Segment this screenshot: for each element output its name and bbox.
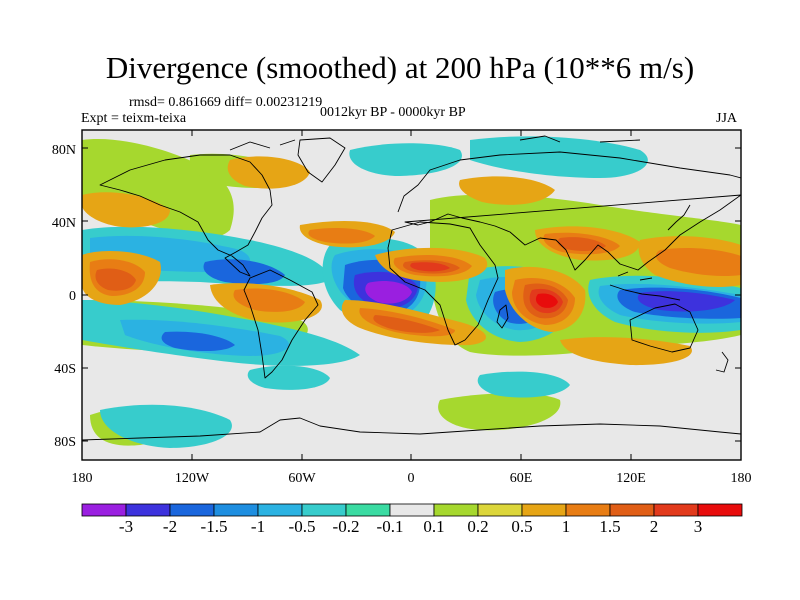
y-tick-label: 80N — [52, 143, 76, 158]
colorbar-swatch — [301, 503, 347, 517]
map-title: Divergence (smoothed) at 200 hPa (10**6 … — [105, 50, 695, 85]
divergence-field — [82, 130, 741, 460]
colorbar-swatch — [653, 503, 699, 517]
colorbar-swatch — [477, 503, 523, 517]
coastlines — [82, 135, 741, 441]
field-patch — [203, 259, 285, 285]
field-patch — [557, 237, 606, 251]
colorbar-label: 0.2 — [467, 517, 488, 536]
field-patch — [233, 288, 305, 312]
field-patch — [535, 293, 558, 308]
x-tick-label: 60W — [288, 471, 316, 486]
colorbar-swatch — [565, 503, 611, 517]
field-patch — [95, 268, 136, 291]
coastline-north-america — [99, 154, 273, 277]
colorbar-label: -0.2 — [333, 517, 360, 536]
colorbar-label: -2 — [163, 517, 177, 536]
colorbar-swatch — [345, 503, 391, 517]
colorbar-swatch — [609, 503, 655, 517]
x-tick-label: 120E — [616, 471, 646, 486]
x-axis-tick-labels: 180 120W 60W 0 60E 120E 180 — [72, 471, 752, 486]
time-period-label: 0012kyr BP - 0000kyr BP — [320, 105, 466, 120]
axis-ticks — [81, 130, 742, 460]
colorbar — [81, 503, 743, 517]
field-patch — [438, 393, 561, 431]
rmsd-diff-stats: rmsd= 0.861669 diff= 0.00231219 — [129, 95, 323, 110]
colorbar-label: -1 — [251, 517, 265, 536]
y-tick-label: 40S — [54, 362, 76, 377]
coastline-africa — [387, 221, 499, 346]
coastline-indonesia — [609, 271, 681, 301]
y-tick-label: 40N — [52, 216, 76, 231]
x-tick-label: 0 — [408, 471, 415, 486]
field-patch — [100, 404, 232, 448]
colorbar-swatch — [521, 503, 567, 517]
field-patch — [82, 192, 170, 228]
x-tick-label: 180 — [72, 471, 93, 486]
field-patch — [410, 262, 450, 272]
field-patch — [349, 143, 462, 176]
colorbar-swatch — [81, 503, 127, 517]
field-patch — [227, 156, 310, 189]
field-patch — [655, 247, 741, 277]
colorbar-label: -3 — [119, 517, 133, 536]
colorbar-swatch — [257, 503, 303, 517]
coastline-antarctica — [82, 417, 741, 441]
coastline-new-zealand — [715, 351, 729, 373]
colorbar-label: -1.5 — [201, 517, 228, 536]
colorbar-swatch — [389, 503, 435, 517]
colorbar-label: -0.5 — [289, 517, 316, 536]
colorbar-labels: -3 -2 -1.5 -1 -0.5 -0.2 -0.1 0.1 0.2 0.5… — [119, 517, 702, 536]
colorbar-label: 3 — [694, 517, 703, 536]
coastline-japan — [667, 204, 691, 231]
field-patch — [365, 281, 412, 304]
x-tick-label: 180 — [731, 471, 752, 486]
field-patch — [459, 176, 555, 205]
colorbar-label: -0.1 — [377, 517, 404, 536]
coastline-south-america — [243, 269, 319, 379]
field-patch — [247, 365, 330, 390]
season-label: JJA — [716, 111, 738, 126]
field-patch — [308, 228, 375, 244]
colorbar-swatch — [169, 503, 215, 517]
field-patch — [161, 331, 235, 352]
coastline-madagascar — [496, 304, 509, 329]
colorbar-label: 0.5 — [511, 517, 532, 536]
y-tick-label: 0 — [69, 289, 76, 304]
colorbar-label: 2 — [650, 517, 659, 536]
colorbar-swatch — [697, 503, 743, 517]
x-tick-label: 60E — [510, 471, 533, 486]
colorbar-swatch — [125, 503, 171, 517]
field-patch — [560, 337, 692, 366]
colorbar-swatch — [213, 503, 259, 517]
coastline-australia — [629, 303, 699, 353]
coastline-greenland — [297, 137, 346, 183]
field-patch — [470, 136, 648, 178]
x-tick-label: 120W — [175, 471, 210, 486]
colorbar-swatch — [433, 503, 479, 517]
colorbar-label: 1.5 — [599, 517, 620, 536]
coastline-europe-asia — [397, 151, 741, 271]
y-tick-label: 80S — [54, 435, 76, 450]
experiment-label: Expt = teixm-teixa — [81, 111, 187, 126]
colorbar-label: 1 — [562, 517, 571, 536]
coastline-arctic-islands — [229, 135, 641, 151]
field-patch — [373, 315, 440, 333]
colorbar-label: 0.1 — [423, 517, 444, 536]
field-patch — [477, 371, 570, 398]
y-axis-tick-labels: 80N 40N 0 40S 80S — [52, 143, 76, 450]
